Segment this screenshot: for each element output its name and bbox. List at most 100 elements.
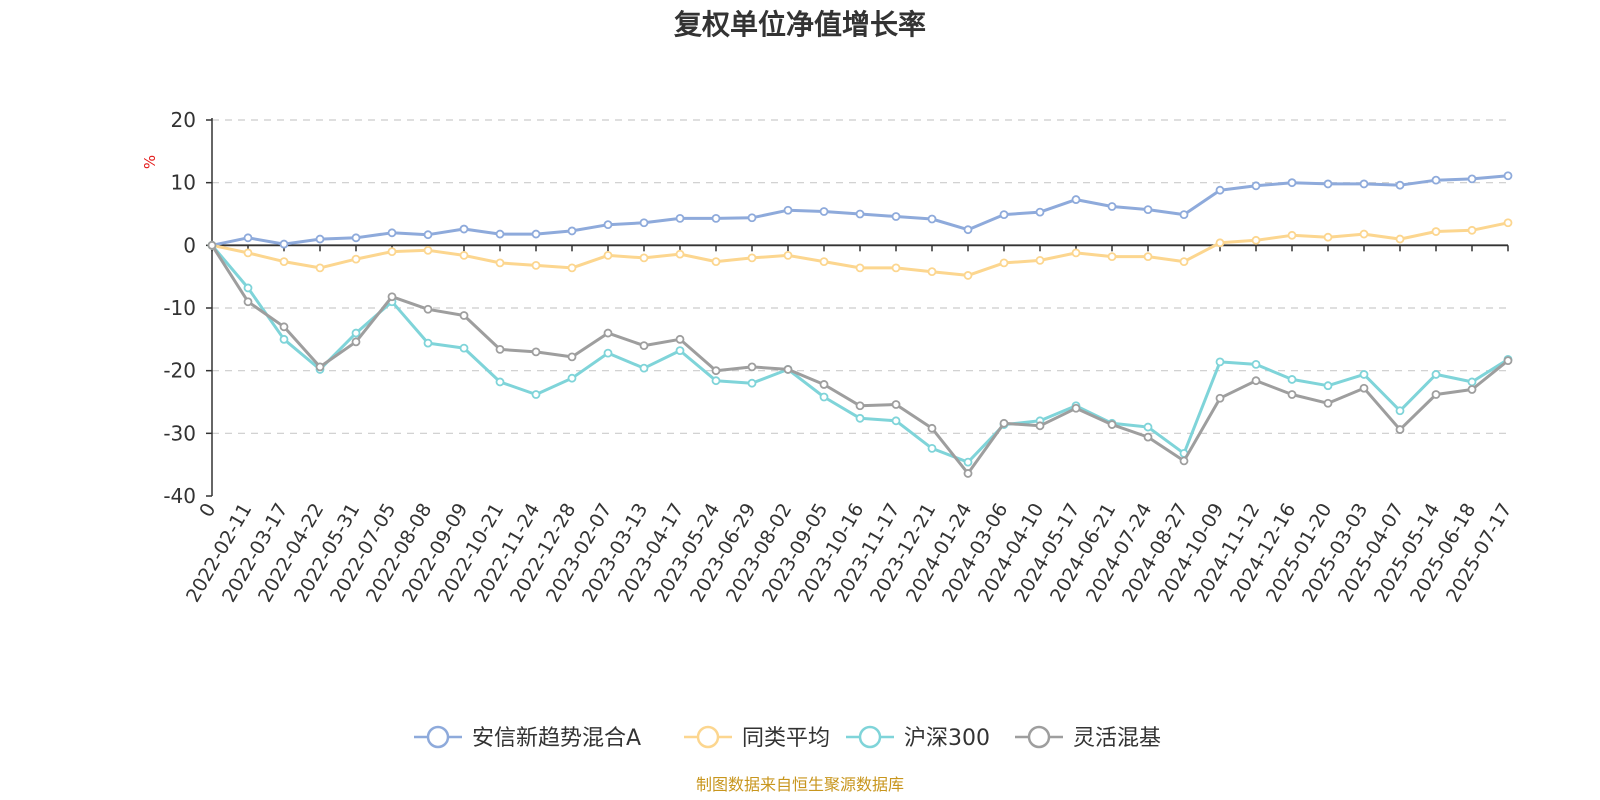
data-point[interactable] bbox=[1467, 225, 1477, 235]
data-point[interactable] bbox=[423, 338, 433, 348]
data-point[interactable] bbox=[639, 253, 649, 263]
data-point[interactable] bbox=[855, 263, 865, 273]
data-point[interactable] bbox=[747, 253, 757, 263]
data-point[interactable] bbox=[207, 240, 217, 250]
data-point[interactable] bbox=[1251, 235, 1261, 245]
data-point[interactable] bbox=[639, 218, 649, 228]
data-point[interactable] bbox=[1431, 370, 1441, 379]
data-point[interactable] bbox=[495, 344, 505, 354]
data-point[interactable] bbox=[1071, 403, 1081, 413]
data-point[interactable] bbox=[423, 230, 433, 240]
data-point[interactable] bbox=[495, 377, 505, 387]
data-point[interactable] bbox=[1143, 205, 1153, 215]
data-point[interactable] bbox=[1359, 383, 1369, 393]
data-point[interactable] bbox=[423, 304, 433, 314]
data-point[interactable] bbox=[531, 347, 541, 357]
data-point[interactable] bbox=[1215, 238, 1225, 248]
data-point[interactable] bbox=[1143, 422, 1153, 432]
data-point[interactable] bbox=[1143, 432, 1153, 442]
data-point[interactable] bbox=[819, 257, 829, 267]
data-point[interactable] bbox=[531, 229, 541, 239]
data-point[interactable] bbox=[1179, 456, 1189, 466]
data-point[interactable] bbox=[711, 366, 721, 376]
data-point[interactable] bbox=[675, 213, 685, 223]
data-point[interactable] bbox=[351, 328, 361, 338]
data-point[interactable] bbox=[459, 250, 469, 260]
data-point[interactable] bbox=[243, 297, 253, 307]
data-point[interactable] bbox=[711, 213, 721, 223]
data-point[interactable] bbox=[963, 457, 973, 467]
data-point[interactable] bbox=[819, 207, 829, 216]
data-point[interactable] bbox=[963, 271, 973, 280]
data-point[interactable] bbox=[711, 376, 721, 386]
data-point[interactable] bbox=[603, 328, 613, 338]
data-point[interactable] bbox=[351, 233, 361, 243]
data-point[interactable] bbox=[1215, 393, 1225, 403]
data-point[interactable] bbox=[891, 263, 901, 273]
data-point[interactable] bbox=[1467, 174, 1477, 184]
data-point[interactable] bbox=[1395, 180, 1405, 190]
data-point[interactable] bbox=[783, 205, 793, 215]
data-point[interactable] bbox=[423, 245, 433, 255]
data-point[interactable] bbox=[1251, 181, 1261, 191]
data-point[interactable] bbox=[1179, 257, 1189, 267]
data-point[interactable] bbox=[855, 401, 865, 411]
data-point[interactable] bbox=[639, 341, 649, 351]
data-point[interactable] bbox=[1287, 178, 1297, 188]
data-point[interactable] bbox=[747, 378, 757, 388]
data-point[interactable] bbox=[315, 234, 325, 244]
data-point[interactable] bbox=[1359, 179, 1369, 189]
data-point[interactable] bbox=[1287, 390, 1297, 399]
data-point[interactable] bbox=[1323, 381, 1333, 391]
data-point[interactable] bbox=[603, 250, 613, 260]
data-point[interactable] bbox=[279, 322, 289, 332]
data-point[interactable] bbox=[1431, 390, 1441, 399]
data-point[interactable] bbox=[1251, 376, 1261, 386]
data-point[interactable] bbox=[531, 390, 541, 399]
data-point[interactable] bbox=[1035, 207, 1045, 217]
data-point[interactable] bbox=[279, 257, 289, 267]
data-point[interactable] bbox=[1287, 375, 1297, 384]
data-point[interactable] bbox=[891, 212, 901, 221]
data-point[interactable] bbox=[1503, 171, 1513, 181]
data-point[interactable] bbox=[1431, 227, 1441, 236]
data-point[interactable] bbox=[1395, 234, 1405, 244]
data-point[interactable] bbox=[1503, 218, 1513, 228]
data-point[interactable] bbox=[351, 254, 361, 264]
legend-item[interactable]: 安信新趋势混合A bbox=[414, 725, 641, 751]
data-point[interactable] bbox=[567, 373, 577, 383]
data-point[interactable] bbox=[1359, 229, 1369, 239]
data-point[interactable] bbox=[927, 423, 937, 433]
data-point[interactable] bbox=[891, 400, 901, 409]
data-point[interactable] bbox=[603, 220, 613, 230]
data-point[interactable] bbox=[747, 362, 757, 372]
data-point[interactable] bbox=[639, 363, 649, 373]
data-point[interactable] bbox=[243, 248, 253, 258]
data-point[interactable] bbox=[387, 228, 397, 238]
data-point[interactable] bbox=[927, 267, 937, 277]
data-point[interactable] bbox=[855, 209, 865, 219]
data-point[interactable] bbox=[783, 365, 793, 374]
legend-item[interactable]: 沪深300 bbox=[846, 725, 990, 751]
data-point[interactable] bbox=[495, 258, 505, 268]
data-point[interactable] bbox=[531, 260, 541, 270]
data-point[interactable] bbox=[675, 346, 685, 356]
data-point[interactable] bbox=[1323, 398, 1333, 408]
data-point[interactable] bbox=[1215, 357, 1225, 367]
data-point[interactable] bbox=[783, 250, 793, 260]
data-point[interactable] bbox=[567, 352, 577, 362]
data-point[interactable] bbox=[315, 362, 325, 372]
data-point[interactable] bbox=[459, 224, 469, 234]
data-point[interactable] bbox=[279, 334, 289, 344]
data-point[interactable] bbox=[1431, 175, 1441, 185]
data-point[interactable] bbox=[459, 343, 469, 353]
data-point[interactable] bbox=[1071, 248, 1081, 258]
data-point[interactable] bbox=[999, 258, 1009, 268]
data-point[interactable] bbox=[963, 225, 973, 235]
data-point[interactable] bbox=[315, 263, 325, 273]
data-point[interactable] bbox=[1395, 406, 1405, 416]
data-point[interactable] bbox=[819, 380, 829, 389]
data-point[interactable] bbox=[1107, 420, 1117, 429]
data-point[interactable] bbox=[1467, 385, 1477, 394]
data-point[interactable] bbox=[387, 292, 397, 302]
